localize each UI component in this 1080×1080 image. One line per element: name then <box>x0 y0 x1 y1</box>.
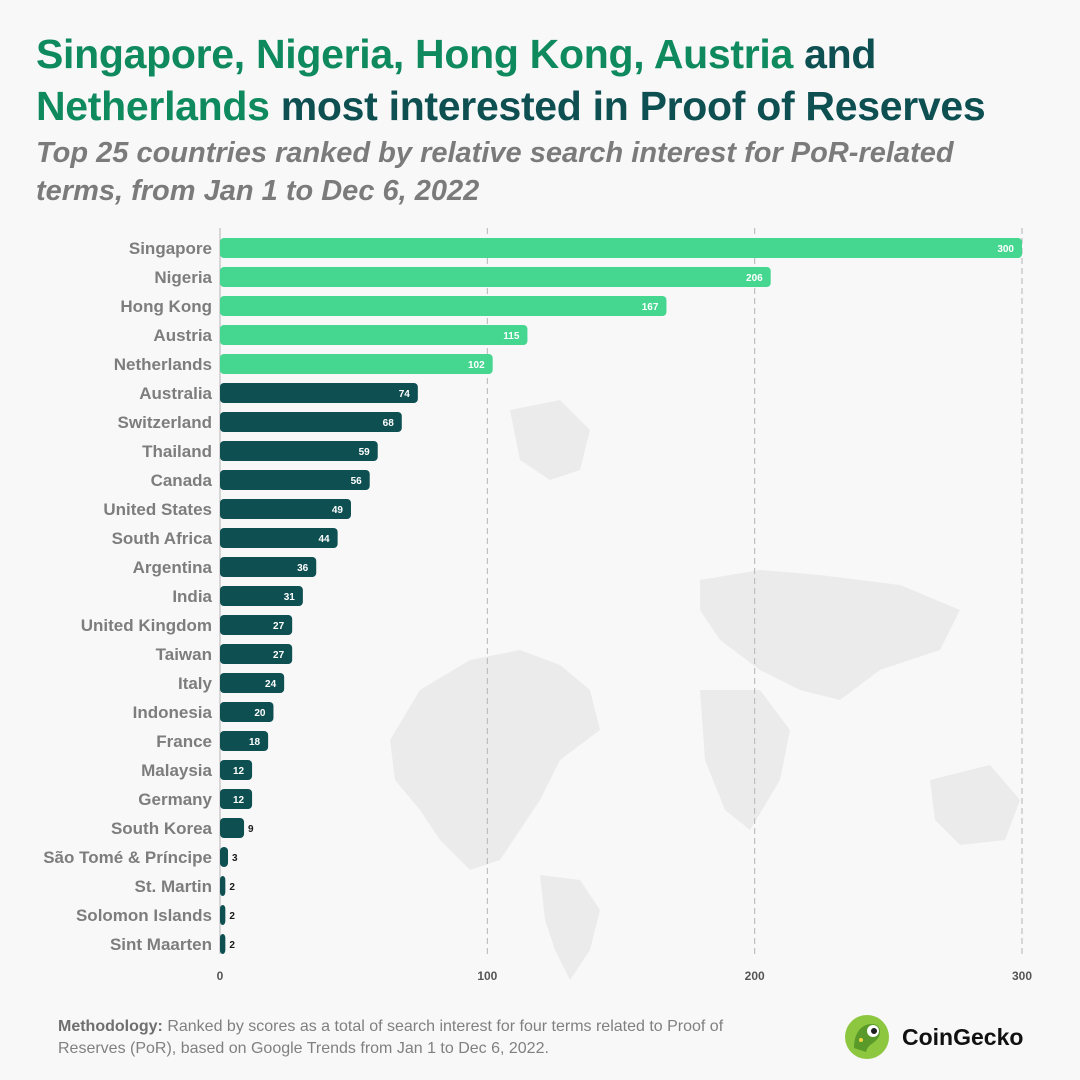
value-label: 115 <box>503 331 520 342</box>
x-tick-label: 0 <box>217 969 224 983</box>
bar <box>220 557 317 577</box>
bar <box>220 354 493 374</box>
bar <box>220 499 351 519</box>
value-label: 167 <box>642 302 659 313</box>
value-label: 20 <box>254 708 266 719</box>
value-label: 12 <box>233 795 245 806</box>
category-label: United States <box>103 500 212 519</box>
bar <box>220 470 370 490</box>
x-tick-label: 200 <box>745 969 765 983</box>
title-highlight-2: Netherlands <box>36 83 270 129</box>
gecko-logo-icon <box>845 1015 889 1059</box>
bar <box>220 673 285 693</box>
category-label: Hong Kong <box>120 297 212 316</box>
bar <box>220 383 418 403</box>
category-label: Netherlands <box>114 355 212 374</box>
value-label: 206 <box>746 273 763 284</box>
category-label: Austria <box>153 326 212 345</box>
bar <box>220 876 226 896</box>
category-labels: Singapore Nigeria Hong Kong Austria Netherla… <box>43 239 212 954</box>
value-label: 74 <box>399 389 411 400</box>
value-label: 9 <box>248 824 254 835</box>
brand-name: CoinGecko <box>902 1023 1024 1050</box>
x-tick-label: 100 <box>477 969 497 983</box>
category-label: Taiwan <box>156 645 212 664</box>
bar <box>220 325 528 345</box>
value-label: 18 <box>249 737 261 748</box>
bar <box>220 702 274 722</box>
bar <box>220 528 338 548</box>
methodology-label: Methodology: <box>58 1018 163 1035</box>
bars <box>220 238 1022 954</box>
category-label: India <box>172 587 212 606</box>
bar <box>220 731 269 751</box>
value-label: 36 <box>297 563 309 574</box>
bar <box>220 586 303 606</box>
category-label: Argentina <box>133 558 213 577</box>
category-label: Germany <box>138 790 212 809</box>
title-highlight: Singapore, Nigeria, Hong Kong, Austria <box>36 31 794 77</box>
category-label: South Africa <box>112 529 213 548</box>
category-label: Italy <box>178 674 213 693</box>
bar <box>220 644 293 664</box>
bar <box>220 905 226 925</box>
value-label: 31 <box>284 592 296 603</box>
category-label: Singapore <box>129 239 212 258</box>
methodology-note: Methodology: Ranked by scores as a total… <box>58 1016 758 1060</box>
value-label: 27 <box>273 650 285 661</box>
brand: CoinGecko <box>844 1014 1023 1060</box>
x-tick-label: 300 <box>1012 969 1032 983</box>
bar <box>220 267 771 287</box>
category-label: Nigeria <box>154 268 212 287</box>
category-label: Malaysia <box>141 761 212 780</box>
value-label: 56 <box>351 476 363 487</box>
category-label: France <box>156 732 212 751</box>
category-label: South Korea <box>111 819 213 838</box>
bar-chart: Singapore Nigeria Hong Kong Austria Netherla… <box>43 228 1033 983</box>
value-label: 24 <box>265 679 277 690</box>
x-axis-ticks: 0 100 200 300 <box>217 969 1033 983</box>
title-rest: most interested in Proof of Reserves <box>280 83 986 129</box>
world-map-background <box>390 400 1020 980</box>
bar <box>220 789 253 809</box>
value-label: 2 <box>229 882 235 893</box>
category-label: United Kingdom <box>81 616 212 635</box>
value-label: 2 <box>229 940 235 951</box>
value-label: 12 <box>233 766 245 777</box>
category-label: St. Martin <box>135 877 212 896</box>
title-connector: and <box>804 31 877 77</box>
bar <box>220 441 378 461</box>
category-label: São Tomé & Príncipe <box>43 848 212 867</box>
value-label: 59 <box>359 447 371 458</box>
value-label: 68 <box>383 418 395 429</box>
bar <box>220 296 667 316</box>
category-label: Indonesia <box>133 703 213 722</box>
bar <box>220 847 229 867</box>
chart-title: Singapore, Nigeria, Hong Kong, Austria a… <box>36 28 1046 132</box>
value-label: 102 <box>468 360 485 371</box>
bar <box>220 818 245 838</box>
category-label: Thailand <box>142 442 212 461</box>
value-label: 44 <box>319 534 331 545</box>
bar <box>220 615 293 635</box>
category-label: Sint Maarten <box>110 935 212 954</box>
category-label: Switzerland <box>118 413 212 432</box>
category-label: Solomon Islands <box>76 906 212 925</box>
category-label: Canada <box>151 471 213 490</box>
bar <box>220 238 1022 258</box>
category-label: Australia <box>139 384 212 403</box>
chart-subtitle: Top 25 countries ranked by relative sear… <box>36 137 954 207</box>
value-label: 27 <box>273 621 285 632</box>
value-label: 49 <box>332 505 344 516</box>
bar <box>220 412 402 432</box>
bar <box>220 760 253 780</box>
value-label: 2 <box>229 911 235 922</box>
value-labels: 300 206 167 115 102 74 68 59 56 49 44 36 31 27 27 24 20 1… <box>229 244 1014 951</box>
methodology-text: Ranked by scores as a total of search in… <box>58 1018 724 1057</box>
bar <box>220 934 226 954</box>
value-label: 300 <box>997 244 1014 255</box>
value-label: 3 <box>232 853 238 864</box>
